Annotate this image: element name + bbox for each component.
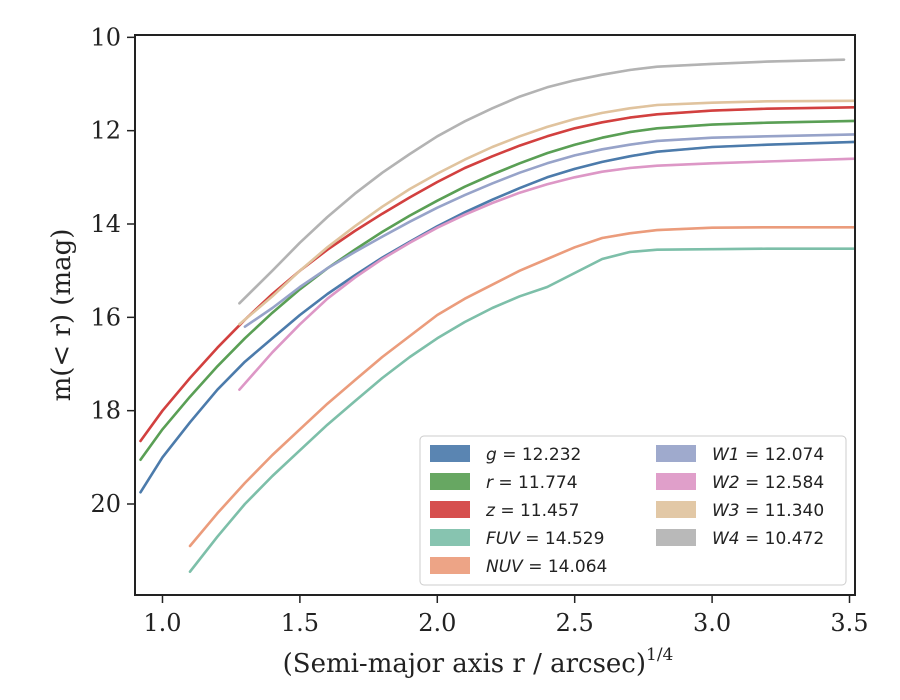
legend-label-fuv: FUV = 14.529 (486, 529, 604, 549)
x-tick-label: 1.0 (143, 609, 181, 637)
y-tick-label: 16 (90, 303, 121, 331)
x-tick-label: 2.5 (556, 609, 594, 637)
series-line-w3 (238, 99, 855, 326)
x-ticks: 1.0 1.5 2.0 2.5 3.0 3.5 (143, 595, 869, 637)
series-line-z (139, 106, 855, 443)
legend-swatch-fuv (430, 529, 470, 546)
legend-swatch-w1 (656, 445, 696, 462)
y-tick-label: 20 (90, 490, 121, 518)
legend-label-w3: W3 = 11.340 (712, 501, 824, 521)
legend-swatch-g (430, 445, 470, 462)
y-tick-label: 14 (90, 210, 121, 238)
legend-label-w2: W2 = 12.584 (712, 473, 824, 493)
legend-box (419, 435, 847, 586)
x-tick-label: 3.5 (830, 609, 868, 637)
legend-swatch-nuv (430, 557, 470, 574)
plot-frame (134, 34, 856, 596)
legend-swatch-r (430, 473, 470, 490)
series-line-fuv (188, 247, 855, 574)
x-axis-label-main: (Semi-major axis r / arcsec) (283, 649, 646, 679)
series-line-w1 (243, 133, 855, 329)
y-tick-label: 18 (90, 397, 121, 425)
legend-label-z: z = 11.457 (485, 501, 579, 521)
series-lines (139, 58, 855, 574)
y-tick-label: 12 (90, 117, 121, 145)
y-axis-label: m(< r) (mag) (47, 229, 77, 402)
series-line-w4 (238, 58, 846, 305)
x-axis-label: (Semi-major axis r / arcsec)1/4 (283, 645, 674, 679)
legend-label-r: r = 11.774 (486, 473, 578, 493)
legend-label-nuv: NUV = 14.064 (486, 557, 607, 577)
y-ticks: 10 12 14 16 18 20 (90, 23, 135, 518)
legend-label-g: g = 12.232 (486, 445, 581, 465)
legend-swatch-w4 (656, 529, 696, 546)
legend-swatch-w2 (656, 473, 696, 490)
legend: g = 12.232 r = 11.774 z = 11.457 FUV = 14.5… (419, 435, 847, 586)
series-line-w2 (238, 157, 855, 392)
legend-label-w1: W1 = 12.074 (712, 445, 824, 465)
x-tick-label: 3.0 (693, 609, 731, 637)
series-line-nuv (188, 226, 855, 548)
legend-label-w4: W4 = 10.472 (712, 529, 824, 549)
series-line-r (139, 119, 855, 462)
x-tick-label: 2.0 (418, 609, 456, 637)
y-tick-label: 10 (90, 23, 121, 51)
x-tick-label: 1.5 (281, 609, 319, 637)
legend-swatch-z (430, 501, 470, 518)
x-axis-label-power: 1/4 (646, 645, 673, 665)
legend-swatch-w3 (656, 501, 696, 518)
